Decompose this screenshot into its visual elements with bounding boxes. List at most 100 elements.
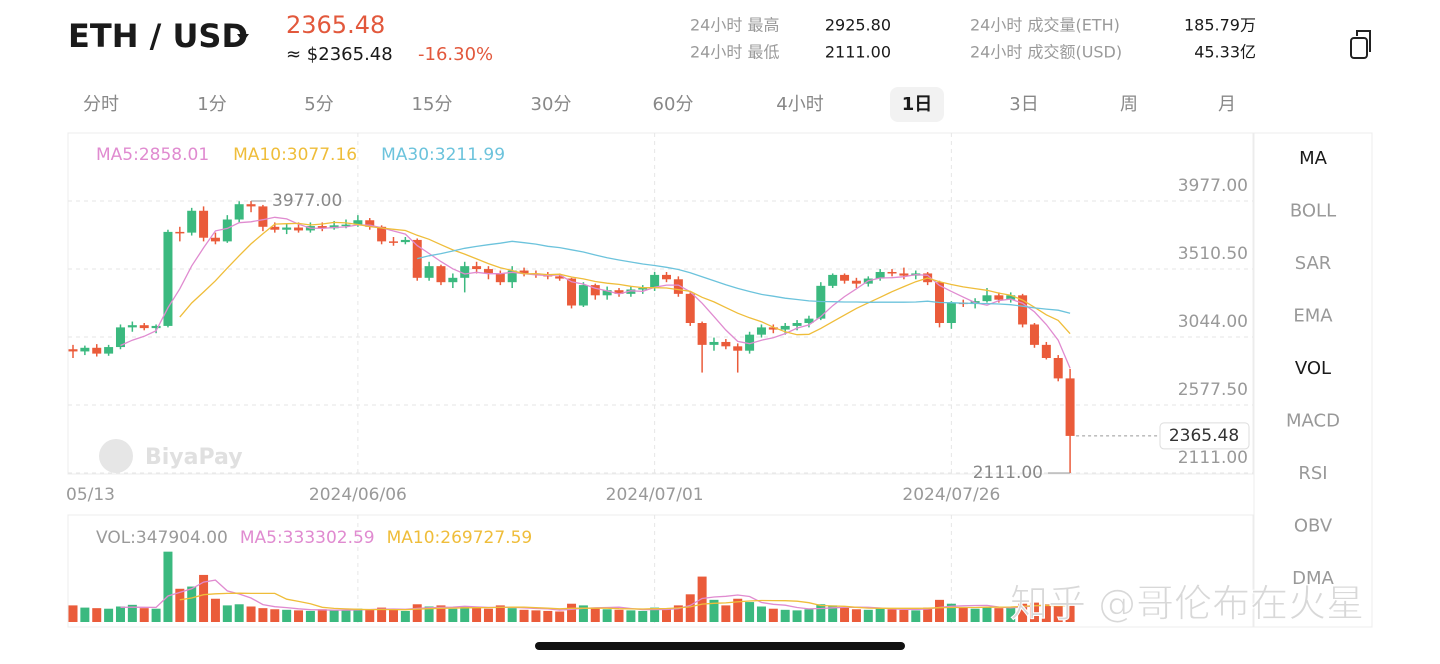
watermark: 知乎 @哥伦布在火星 (1010, 582, 1364, 626)
candle-body (1053, 357, 1063, 379)
candle-body (460, 266, 470, 278)
candle-body (258, 206, 268, 227)
volume-bar (578, 605, 588, 622)
volume-bar (970, 608, 980, 622)
tab[interactable]: 4小时 (776, 94, 823, 115)
volume-bar (246, 606, 256, 622)
pair[interactable]: ETH / USD (68, 17, 248, 55)
indicator[interactable]: MA (1299, 148, 1328, 169)
volume-bar (935, 599, 945, 622)
main-panel (67, 132, 1254, 475)
candle-body (745, 334, 755, 351)
candle-body (222, 219, 232, 242)
candle-body (80, 347, 90, 352)
candle-body (388, 241, 398, 243)
volume-bar (768, 608, 778, 622)
indicator[interactable]: DMA (1292, 568, 1334, 589)
indicator[interactable]: SAR (1295, 253, 1332, 274)
candle-body (104, 347, 114, 354)
indicator[interactable]: RSI (1298, 463, 1327, 484)
candle-body (234, 204, 244, 220)
indicator[interactable]: VOL (1295, 358, 1331, 379)
volume-bar (733, 598, 743, 622)
candle-body (804, 318, 814, 324)
volume-bar (305, 610, 315, 622)
candle-body (507, 270, 517, 283)
volume-bar (294, 610, 304, 622)
candle-body (483, 269, 493, 274)
volume-bar (436, 605, 446, 622)
volume-bar (745, 602, 755, 622)
volume-bar (460, 606, 470, 622)
volume-bar (709, 599, 719, 622)
candle-body (578, 285, 588, 306)
candle-body (946, 302, 956, 324)
tab[interactable]: 60分 (653, 94, 694, 115)
tab[interactable]: 5分 (304, 94, 333, 115)
volume-bar (673, 605, 683, 622)
candle-body (638, 288, 648, 290)
volume-bar (543, 610, 553, 622)
candle-body (353, 220, 363, 225)
candle-body (151, 325, 161, 329)
candle-body (555, 276, 565, 279)
copy-icon[interactable] (1350, 30, 1371, 59)
indicator[interactable]: BOLL (1290, 201, 1336, 222)
candle-body (139, 325, 149, 329)
candle-body (282, 227, 292, 230)
volume-bar (270, 609, 280, 622)
volume-bar (899, 609, 909, 622)
candle-body (472, 266, 482, 270)
candle-body (341, 224, 351, 227)
volume-bar (104, 608, 114, 622)
stat-value: 45.33亿 (1194, 43, 1256, 62)
candle-body (626, 289, 636, 294)
candle-body (567, 278, 577, 306)
volume-bar (650, 607, 660, 622)
volume-bar (958, 607, 968, 622)
stat-label: 24小时 最高 (690, 16, 779, 35)
volume-bar (531, 610, 541, 622)
volume-bar (1006, 607, 1016, 622)
y-tick-label: 3044.00 (1178, 312, 1248, 332)
volume-bar (685, 594, 695, 622)
candle-body (175, 231, 185, 234)
tab[interactable]: 1分 (197, 94, 226, 115)
stat-value: 185.79万 (1184, 16, 1256, 35)
y-tick-label: 3977.00 (1178, 176, 1248, 196)
tab[interactable]: 15分 (412, 94, 453, 115)
candle-body (875, 271, 885, 279)
vol-ma-line (120, 579, 1071, 611)
change: -16.30% (418, 44, 493, 65)
indicator[interactable]: EMA (1293, 306, 1333, 327)
candle-body (377, 226, 387, 242)
volume-bar (210, 598, 220, 622)
indicator[interactable]: MACD (1286, 411, 1340, 432)
tab[interactable]: 月 (1218, 94, 1236, 115)
candle-body (851, 280, 861, 284)
tab[interactable]: 3日 (1009, 94, 1038, 115)
candle-body (329, 225, 339, 229)
ma-line (179, 221, 1071, 336)
volume-bar (994, 608, 1004, 622)
volume-bar (377, 607, 387, 622)
stat-value: 2925.80 (825, 16, 891, 35)
candle-body (721, 341, 731, 347)
dropdown-arrow[interactable] (237, 34, 249, 42)
tab[interactable]: 分时 (83, 94, 119, 115)
x-tick-label: 2024/07/26 (902, 485, 1000, 505)
tab[interactable]: 周 (1120, 94, 1138, 115)
candle-body (602, 290, 612, 296)
volume-bar (388, 609, 398, 622)
tab[interactable]: 1日 (902, 94, 933, 115)
vol-legend: MA5:333302.59 (240, 528, 375, 548)
tab[interactable]: 30分 (531, 94, 572, 115)
indicator[interactable]: OBV (1294, 516, 1333, 537)
volume-bar (424, 606, 434, 622)
volume-bar (590, 607, 600, 622)
volume-bar (92, 608, 102, 622)
volume-bar (507, 608, 517, 622)
volume-bar (234, 604, 244, 622)
volume-bar (222, 605, 232, 622)
volume-bar (567, 603, 577, 622)
